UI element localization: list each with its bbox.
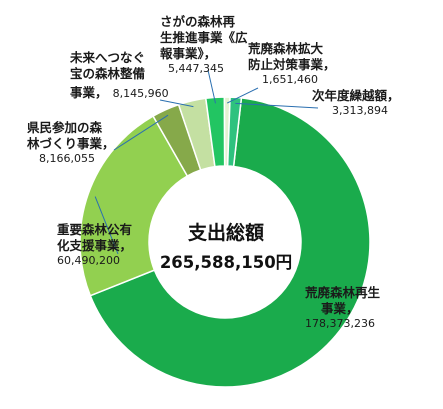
leader-line [113,114,169,151]
label-jinendo-kurikoshi: 次年度繰越額， 3,313,894 [312,88,400,118]
leader-line [159,99,194,108]
label-kenmin-sanka: 県民参加の森 林づくり事業， 8,166,055 [27,120,115,166]
leader-line [226,87,259,104]
center-title: 支出総額 [187,222,264,244]
label-mirai-takara: 未来へつなぐ 宝の森林整備 事業， 8,145,960 [70,50,169,102]
slice-jinendo-kurikoshi [226,96,243,168]
label-value: 8,145,960 [112,87,169,100]
label-value: 3,313,894 [332,104,388,117]
label-name-line: 林づくり事業， [27,136,115,151]
label-name-line: 県民参加の森 [27,120,103,135]
leader-line [235,102,319,109]
label-name-line: 次年度繰越額， [312,88,400,103]
leader-line [207,69,216,104]
label-value: 8,166,055 [39,152,95,165]
slice-juyo-shinrin [79,115,189,297]
label-name-line: 生推進事業《広 [160,30,248,45]
label-name-line: 報事業》， [160,46,217,61]
label-name-line: 重要森林公有 [57,222,133,237]
label-value: 178,373,236 [305,317,375,330]
label-name-line: 事業， [321,301,359,316]
label-name-line: 荒廃森林再生 [305,285,381,300]
label-value: 60,490,200 [57,254,120,267]
slice-arahai-saisei [89,97,371,388]
label-juyo-shinrin: 重要森林公有 化支援事業， 60,490,200 [57,222,132,268]
label-name-line: 化支援事業， [57,238,133,253]
center-total: 支出総額 265,588,150円 [156,218,296,273]
label-name-line: 荒廃森林拡大 [248,41,324,56]
label-arahai-saisei: 荒廃森林再生 事業， 178,373,236 [305,285,380,331]
label-name-value-row: 事業， 8,145,960 [70,82,169,102]
label-saga-koho: さがの森林再 生推進事業《広 報事業》， 5,447,345 [160,14,248,76]
leader-line [94,196,119,255]
label-value: 5,447,345 [168,62,224,75]
label-name-line: 事業， [70,85,108,100]
label-name-line: 未来へつなぐ [70,50,146,65]
label-name-line: 防止対策事業， [248,57,336,72]
label-name-line: 宝の森林整備 [70,66,146,81]
label-name-line: さがの森林再 [160,14,236,29]
label-value: 1,651,460 [262,73,318,86]
center-value: 265,588,150円 [159,253,293,272]
label-kakudai-boshi: 荒廃森林拡大 防止対策事業， 1,651,460 [248,41,336,87]
